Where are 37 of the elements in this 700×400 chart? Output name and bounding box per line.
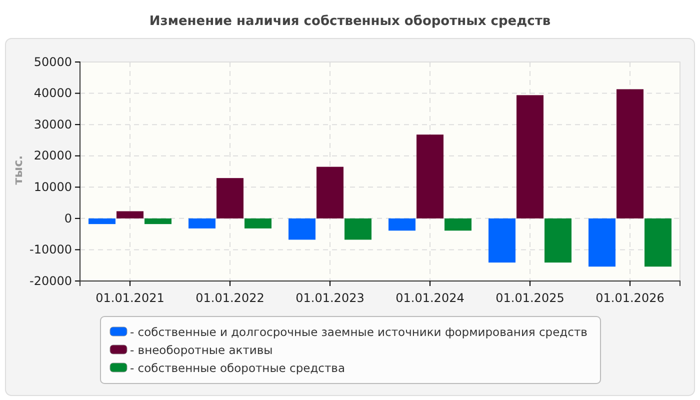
bar [444, 218, 472, 231]
x-tick-label: 01.01.2025 [496, 291, 564, 306]
y-tick-label: 50000 [34, 54, 72, 69]
chart-title: Изменение наличия собственных оборотных средств [149, 14, 551, 29]
y-tick-label: 0 [64, 211, 72, 226]
bar [144, 218, 172, 224]
bar [416, 134, 444, 218]
x-tick-label: 01.01.2023 [296, 291, 364, 306]
x-tick-label: 01.01.2026 [596, 291, 664, 306]
bar [388, 218, 416, 231]
y-axis-title: тыс. [11, 155, 25, 185]
y-tick-label: 20000 [34, 148, 72, 163]
legend-label: - собственные оборотные средства [130, 361, 346, 375]
bar [516, 95, 544, 218]
bar [644, 218, 672, 267]
x-tick-label: 01.01.2024 [396, 291, 464, 306]
bar [288, 218, 316, 240]
bar [344, 218, 372, 240]
bar [188, 218, 216, 228]
x-tick-label: 01.01.2022 [196, 291, 264, 306]
y-tick-label: 10000 [34, 180, 72, 194]
bar [216, 178, 244, 218]
y-tick-label: 30000 [34, 117, 72, 132]
bar [116, 211, 144, 218]
bar [244, 218, 272, 228]
bar [88, 218, 116, 224]
bar [544, 218, 572, 263]
legend-label: - внеоборотные активы [130, 343, 273, 357]
bar [588, 218, 616, 267]
bar [316, 166, 344, 218]
x-tick-label: 01.01.2021 [96, 291, 164, 306]
y-tick-label: 40000 [34, 86, 72, 100]
y-tick-label: -10000 [29, 242, 72, 257]
legend-label: - собственные и долгосрочные заемные источники формирования средств [130, 325, 588, 339]
y-tick-label: -20000 [29, 274, 72, 288]
bar [616, 89, 644, 218]
bar [488, 218, 516, 263]
